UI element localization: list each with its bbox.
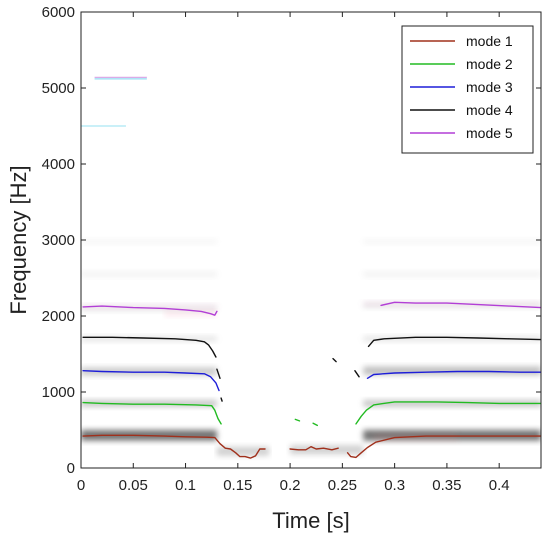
spectrogram-band	[164, 311, 217, 317]
spectrogram-band	[290, 445, 364, 455]
spectrogram-band	[363, 399, 541, 407]
series-line-mode-5	[82, 305, 218, 316]
legend-entry-label: mode 1	[466, 33, 513, 49]
series-line-mode-4	[367, 336, 541, 348]
series-line-mode-1	[82, 434, 266, 459]
series-line-mode-2	[312, 422, 318, 427]
series-line-mode-2	[355, 401, 541, 425]
x-tick-label: 0.4	[489, 477, 510, 494]
x-tick-label: 0.1	[175, 477, 196, 494]
legend-entry-label: mode 3	[466, 79, 513, 95]
series-line-mode-4	[354, 370, 360, 378]
y-tick-label: 2000	[42, 308, 75, 325]
series-mode-5	[82, 301, 541, 316]
series-line-mode-3	[82, 370, 220, 392]
series-line-mode-4	[220, 397, 223, 402]
x-tick-label: 0.05	[119, 477, 148, 494]
y-tick-label: 4000	[42, 156, 75, 173]
y-tick-label: 0	[67, 460, 75, 477]
x-tick-label: 0	[77, 477, 85, 494]
legend-entry-label: mode 2	[466, 56, 513, 72]
spectrogram-band	[81, 304, 217, 310]
series-line-mode-4	[332, 357, 337, 363]
x-tick-label: 0.25	[328, 477, 357, 494]
x-tick-label: 0.15	[223, 477, 252, 494]
legend-entry-label: mode 4	[466, 102, 513, 118]
series-mode-4	[82, 336, 541, 402]
y-tick-label: 6000	[42, 4, 75, 21]
spectrogram-band	[81, 367, 217, 376]
y-tick-label: 5000	[42, 80, 75, 97]
x-axis-label: Time [s]	[272, 508, 349, 533]
y-tick-label: 1000	[42, 384, 75, 401]
y-axis-label: Frequency [Hz]	[6, 165, 31, 314]
legend-entry-label: mode 5	[466, 125, 513, 141]
series-line-mode-2	[294, 418, 301, 422]
x-tick-label: 0.3	[384, 477, 405, 494]
spectrogram-band	[373, 434, 458, 442]
series-line-mode-4	[216, 368, 221, 379]
spectrogram-band	[81, 271, 217, 277]
series-mode-1	[82, 434, 541, 459]
legend: mode 1 mode 2 mode 3 mode 4 mode 5	[401, 25, 534, 154]
series-mode-3	[82, 370, 541, 392]
y-tick-label: 3000	[42, 232, 75, 249]
spectrogram-band	[216, 446, 270, 456]
series-line-mode-1	[289, 446, 339, 451]
spectrogram-band	[363, 336, 541, 342]
x-tick-label: 0.2	[280, 477, 301, 494]
spectrogram-band	[363, 366, 541, 375]
axis-ticks: 0 0.05 0.1 0.15 0.2 0.25 0.3 0.35 0.4 0 1000 2000 30…	[42, 4, 541, 494]
x-tick-label: 0.35	[432, 477, 461, 494]
legend-box	[401, 25, 534, 154]
series-line-mode-1	[346, 435, 541, 459]
spectrogram-band	[81, 239, 217, 244]
series-line-mode-4	[82, 336, 217, 358]
series-line-mode-2	[82, 401, 222, 425]
spectrogram-band	[363, 271, 541, 277]
spectrogram-band	[81, 399, 217, 407]
series-line-mode-5	[380, 301, 541, 309]
series-mode-2	[82, 401, 541, 427]
series-line-mode-3	[366, 370, 541, 379]
series-layer	[82, 301, 541, 459]
spectrogram-band	[363, 239, 541, 244]
